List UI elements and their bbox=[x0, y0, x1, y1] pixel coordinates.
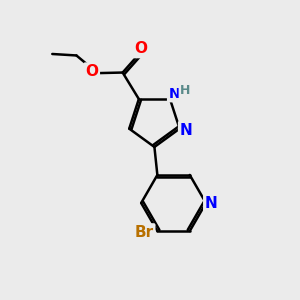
Text: O: O bbox=[85, 64, 98, 79]
Text: N: N bbox=[169, 87, 180, 101]
Text: N: N bbox=[180, 123, 193, 138]
Text: O: O bbox=[134, 41, 147, 56]
Text: Br: Br bbox=[134, 225, 154, 240]
Text: H: H bbox=[180, 84, 190, 97]
Text: N: N bbox=[205, 196, 217, 211]
